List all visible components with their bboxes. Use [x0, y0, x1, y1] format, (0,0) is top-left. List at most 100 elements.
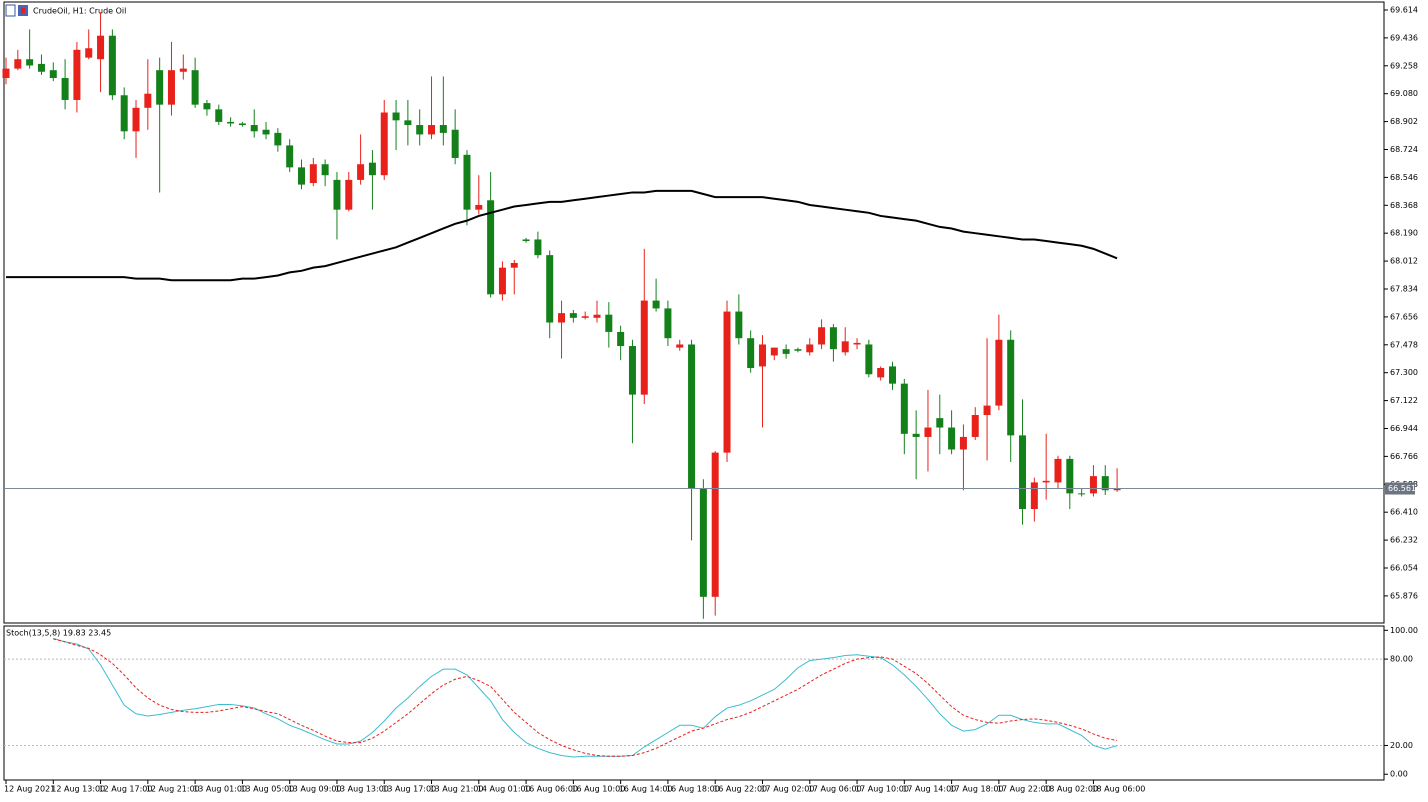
candle-body — [167, 70, 175, 105]
icon — [21, 8, 25, 13]
candle-body — [61, 78, 69, 100]
indicator-line — [53, 637, 1118, 758]
x-tick-label: 12 Aug 21:00 — [146, 785, 200, 794]
candle-body — [1030, 482, 1038, 510]
candle-body — [73, 49, 81, 100]
candle-body — [120, 95, 128, 132]
x-tick-label: 14 Aug 01:00 — [477, 785, 531, 794]
x-tick-label: 17 Aug 14:00 — [902, 785, 956, 794]
y-tick-label: 69.080 — [1390, 89, 1418, 98]
candle-body — [782, 349, 790, 354]
candle-body — [392, 112, 400, 121]
candle-body — [688, 344, 696, 489]
candle-body — [581, 316, 589, 318]
x-tick-label: 18 Aug 02:00 — [1044, 785, 1098, 794]
icon — [5, 4, 16, 17]
candle-body — [770, 347, 778, 356]
candle-body — [628, 346, 636, 395]
candle-body — [416, 125, 424, 135]
x-tick-label: 16 Aug 06:00 — [524, 785, 578, 794]
candle-body — [593, 314, 601, 318]
y-tick-label: 0.00 — [1390, 770, 1408, 779]
candle-body — [522, 239, 530, 242]
candle-body — [829, 327, 837, 350]
candle-body — [132, 107, 140, 132]
candle-body — [995, 339, 1003, 406]
y-tick-label: 80.00 — [1390, 655, 1413, 664]
candle-body — [758, 344, 766, 367]
candle-body — [368, 162, 376, 176]
candle-body — [747, 338, 755, 368]
candle-body — [49, 70, 57, 79]
candle-body — [357, 164, 365, 180]
candle-body — [227, 121, 235, 124]
x-tick-label: 17 Aug 02:00 — [760, 785, 814, 794]
candle-body — [948, 427, 956, 450]
candle-body — [404, 120, 412, 126]
x-tick-label: 12 Aug 2021 — [4, 785, 55, 794]
candle-body — [1007, 339, 1015, 436]
candle-body — [959, 436, 967, 450]
candle-body — [487, 200, 495, 295]
candle-body — [865, 344, 873, 375]
candle-body — [605, 314, 613, 332]
candle-body — [144, 93, 152, 108]
candle-body — [617, 331, 625, 347]
y-tick-label: 68.902 — [1390, 117, 1418, 126]
candle-body — [841, 341, 849, 353]
current-price-box — [1385, 482, 1415, 495]
candle-body — [676, 344, 684, 348]
candle-body — [203, 103, 211, 110]
y-tick-label: 67.656 — [1390, 312, 1418, 321]
y-tick-label: 69.614 — [1390, 5, 1418, 14]
candle-body — [97, 35, 105, 60]
candle-body — [1101, 476, 1109, 491]
candle-body — [569, 313, 577, 318]
candle-body — [806, 344, 814, 353]
y-tick-label: 69.258 — [1390, 61, 1418, 70]
candle-body — [191, 70, 199, 105]
indicator-panel — [3, 625, 1385, 781]
candle-body — [889, 366, 896, 384]
candle-body — [238, 123, 246, 126]
y-tick-label: 68.724 — [1390, 145, 1418, 154]
x-tick-label: 16 Aug 10:00 — [571, 785, 625, 794]
candle-body — [912, 433, 920, 437]
x-tick-label: 17 Aug 06:00 — [808, 785, 862, 794]
candle-body — [723, 311, 731, 453]
candle-body — [1019, 435, 1027, 510]
x-tick-label: 13 Aug 09:00 — [288, 785, 342, 794]
x-tick-label: 17 Aug 10:00 — [855, 785, 909, 794]
x-tick-label: 17 Aug 22:00 — [997, 785, 1051, 794]
candle-body — [818, 327, 826, 345]
candle-body — [333, 179, 341, 210]
candle-body — [274, 132, 282, 146]
x-tick-label: 13 Aug 13:00 — [335, 785, 389, 794]
candle-body — [250, 125, 258, 132]
candle-body — [1042, 480, 1050, 483]
y-tick-label: 68.190 — [1390, 229, 1418, 238]
candle-body — [475, 204, 483, 210]
y-tick-label: 67.122 — [1390, 396, 1418, 405]
candle-body — [1078, 493, 1086, 495]
x-tick-label: 18 Aug 06:00 — [1091, 785, 1145, 794]
y-tick-label: 66.410 — [1390, 508, 1418, 517]
candle-body — [498, 267, 506, 295]
candle-body — [321, 164, 329, 176]
candle-body — [971, 415, 979, 437]
candle-body — [108, 35, 116, 96]
y-tick-label: 69.436 — [1390, 33, 1418, 42]
x-tick-label: 13 Aug 05:00 — [240, 785, 294, 794]
y-tick-label: 65.876 — [1390, 591, 1418, 600]
candle-body — [286, 145, 294, 168]
x-tick-label: 13 Aug 17:00 — [382, 785, 436, 794]
candle-body — [664, 308, 672, 339]
candle-body — [309, 164, 317, 184]
x-tick-label: 16 Aug 14:00 — [619, 785, 673, 794]
candle-body — [711, 452, 719, 597]
y-tick-label: 66.944 — [1390, 424, 1418, 433]
candle-body — [640, 300, 648, 395]
x-tick-label: 12 Aug 13:00 — [51, 785, 105, 794]
